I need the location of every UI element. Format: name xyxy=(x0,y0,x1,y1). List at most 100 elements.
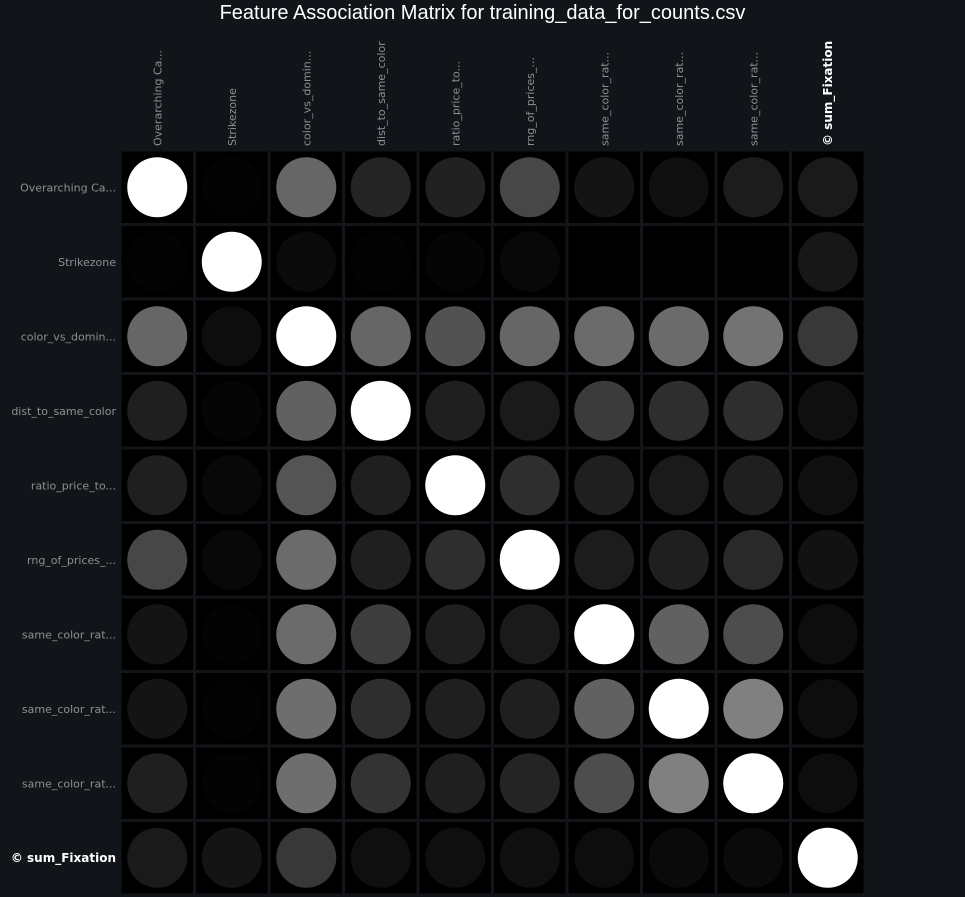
association-marker[interactable] xyxy=(127,753,188,814)
association-marker[interactable] xyxy=(276,380,337,441)
association-marker[interactable] xyxy=(276,604,337,665)
association-marker[interactable] xyxy=(350,455,411,516)
association-marker[interactable] xyxy=(723,231,784,292)
association-marker[interactable] xyxy=(797,678,858,739)
association-marker[interactable] xyxy=(574,753,635,814)
association-marker[interactable] xyxy=(499,455,560,516)
association-marker[interactable] xyxy=(723,678,784,739)
association-marker[interactable] xyxy=(723,753,784,814)
association-marker[interactable] xyxy=(574,455,635,516)
association-marker[interactable] xyxy=(648,455,709,516)
association-marker[interactable] xyxy=(648,380,709,441)
association-marker[interactable] xyxy=(499,231,560,292)
association-marker[interactable] xyxy=(723,157,784,218)
association-marker[interactable] xyxy=(425,827,486,888)
association-marker[interactable] xyxy=(499,604,560,665)
association-marker[interactable] xyxy=(127,827,188,888)
association-marker[interactable] xyxy=(648,157,709,218)
association-marker[interactable] xyxy=(350,827,411,888)
association-marker[interactable] xyxy=(350,678,411,739)
association-marker[interactable] xyxy=(648,306,709,367)
association-marker[interactable] xyxy=(574,231,635,292)
association-marker[interactable] xyxy=(574,604,635,665)
association-marker[interactable] xyxy=(499,678,560,739)
association-marker[interactable] xyxy=(276,678,337,739)
association-marker[interactable] xyxy=(648,827,709,888)
association-marker[interactable] xyxy=(201,306,262,367)
association-marker[interactable] xyxy=(499,529,560,590)
association-marker[interactable] xyxy=(127,231,188,292)
association-marker[interactable] xyxy=(648,753,709,814)
association-marker[interactable] xyxy=(797,231,858,292)
association-marker[interactable] xyxy=(201,455,262,516)
association-marker[interactable] xyxy=(201,678,262,739)
association-marker[interactable] xyxy=(499,827,560,888)
association-marker[interactable] xyxy=(499,306,560,367)
association-marker[interactable] xyxy=(425,157,486,218)
association-marker[interactable] xyxy=(574,529,635,590)
association-marker[interactable] xyxy=(797,529,858,590)
association-marker[interactable] xyxy=(797,157,858,218)
association-marker[interactable] xyxy=(499,157,560,218)
association-marker[interactable] xyxy=(574,678,635,739)
association-marker[interactable] xyxy=(499,753,560,814)
association-marker[interactable] xyxy=(797,306,858,367)
association-marker[interactable] xyxy=(723,604,784,665)
association-marker[interactable] xyxy=(797,380,858,441)
association-marker[interactable] xyxy=(201,604,262,665)
association-marker[interactable] xyxy=(350,380,411,441)
association-marker[interactable] xyxy=(648,604,709,665)
association-marker[interactable] xyxy=(201,753,262,814)
association-marker[interactable] xyxy=(499,380,560,441)
association-marker[interactable] xyxy=(127,529,188,590)
association-marker[interactable] xyxy=(350,306,411,367)
association-marker[interactable] xyxy=(425,455,486,516)
association-marker[interactable] xyxy=(127,380,188,441)
association-marker[interactable] xyxy=(723,306,784,367)
association-marker[interactable] xyxy=(350,157,411,218)
association-marker[interactable] xyxy=(574,157,635,218)
association-marker[interactable] xyxy=(797,827,858,888)
association-marker[interactable] xyxy=(723,380,784,441)
association-marker[interactable] xyxy=(201,529,262,590)
association-marker[interactable] xyxy=(350,604,411,665)
association-marker[interactable] xyxy=(276,157,337,218)
association-marker[interactable] xyxy=(797,753,858,814)
association-marker[interactable] xyxy=(276,753,337,814)
association-marker[interactable] xyxy=(201,231,262,292)
association-marker[interactable] xyxy=(648,231,709,292)
association-marker[interactable] xyxy=(574,827,635,888)
association-marker[interactable] xyxy=(425,306,486,367)
association-marker[interactable] xyxy=(201,380,262,441)
association-marker[interactable] xyxy=(276,306,337,367)
association-marker[interactable] xyxy=(723,529,784,590)
association-marker[interactable] xyxy=(425,678,486,739)
association-marker[interactable] xyxy=(723,455,784,516)
association-marker[interactable] xyxy=(425,753,486,814)
association-marker[interactable] xyxy=(201,157,262,218)
association-marker[interactable] xyxy=(425,604,486,665)
association-marker[interactable] xyxy=(127,157,188,218)
association-marker[interactable] xyxy=(425,231,486,292)
association-marker[interactable] xyxy=(127,306,188,367)
association-marker[interactable] xyxy=(648,529,709,590)
association-marker[interactable] xyxy=(797,604,858,665)
association-marker[interactable] xyxy=(425,529,486,590)
association-marker[interactable] xyxy=(350,529,411,590)
association-marker[interactable] xyxy=(127,678,188,739)
association-marker[interactable] xyxy=(723,827,784,888)
association-marker[interactable] xyxy=(797,455,858,516)
association-marker[interactable] xyxy=(276,231,337,292)
association-marker[interactable] xyxy=(201,827,262,888)
association-marker[interactable] xyxy=(276,529,337,590)
association-marker[interactable] xyxy=(350,231,411,292)
association-marker[interactable] xyxy=(276,455,337,516)
association-marker[interactable] xyxy=(276,827,337,888)
association-marker[interactable] xyxy=(425,380,486,441)
association-marker[interactable] xyxy=(574,380,635,441)
association-marker[interactable] xyxy=(127,455,188,516)
association-marker[interactable] xyxy=(350,753,411,814)
association-marker[interactable] xyxy=(574,306,635,367)
association-marker[interactable] xyxy=(127,604,188,665)
association-marker[interactable] xyxy=(648,678,709,739)
